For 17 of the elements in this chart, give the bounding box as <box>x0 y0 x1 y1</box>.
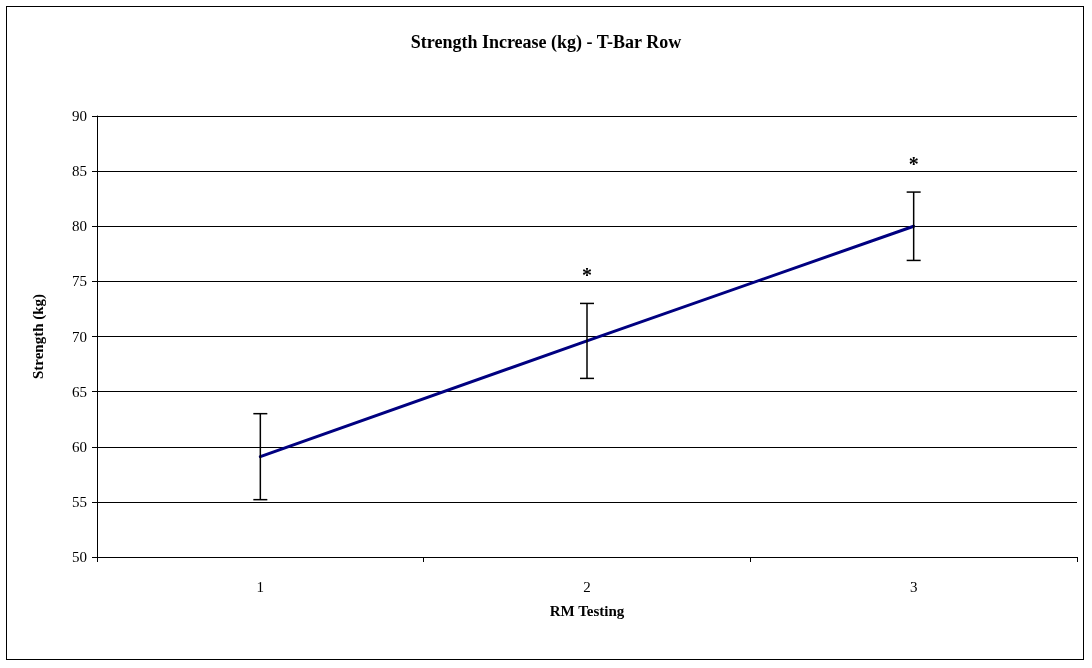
y-axis-title: Strength (kg) <box>29 293 47 380</box>
y-tick-label: 70 <box>72 328 87 345</box>
x-tick-label: 2 <box>583 578 591 595</box>
chart-title: Strength Increase (kg) - T-Bar Row <box>410 32 682 53</box>
annotation: * <box>582 264 592 287</box>
annotation: * <box>908 153 919 176</box>
y-tick-label: 90 <box>72 108 87 124</box>
y-tick-label: 85 <box>72 163 87 180</box>
y-tick-label: 50 <box>72 549 87 565</box>
x-tick-label: 1 <box>256 578 265 595</box>
x-tick-label: 3 <box>909 578 918 595</box>
y-tick-label: 80 <box>72 218 87 235</box>
x-axis-title: RM Testing <box>549 602 625 619</box>
y-tick-label: 60 <box>72 438 87 455</box>
y-tick-label: 65 <box>72 383 87 400</box>
y-tick-label: 75 <box>72 273 87 290</box>
y-tick-label: 55 <box>72 493 87 510</box>
